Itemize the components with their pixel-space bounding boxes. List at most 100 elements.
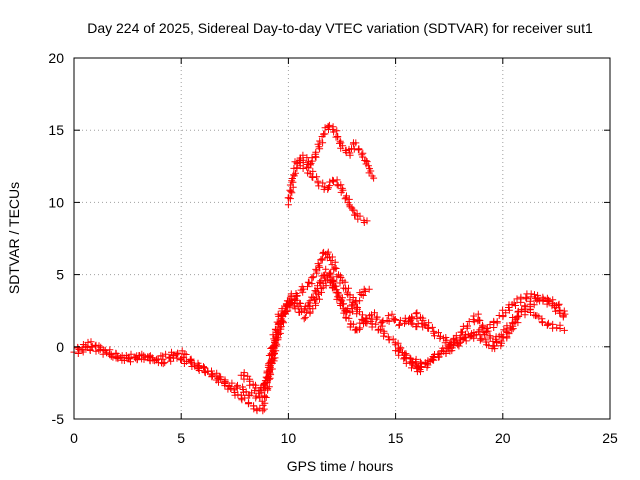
data-point xyxy=(154,355,162,363)
y-axis-label: SDTVAR / TECUs xyxy=(6,182,22,294)
data-point xyxy=(534,291,542,299)
data-point xyxy=(561,310,569,318)
data-point xyxy=(187,355,195,363)
data-point xyxy=(333,127,341,135)
data-point xyxy=(300,315,308,323)
data-point xyxy=(299,159,307,167)
data-point xyxy=(352,303,360,311)
data-point xyxy=(459,336,467,343)
data-point xyxy=(510,299,518,307)
data-point xyxy=(339,186,347,194)
data-point xyxy=(453,336,461,344)
data-point xyxy=(328,253,336,261)
data-point xyxy=(348,305,356,313)
data-point xyxy=(312,265,320,273)
data-point xyxy=(304,283,311,291)
data-point xyxy=(331,264,339,272)
y-tick-label: 15 xyxy=(48,122,64,138)
data-point xyxy=(316,263,324,271)
data-point xyxy=(419,316,427,324)
data-point xyxy=(293,292,301,300)
data-point xyxy=(476,326,484,334)
data-point xyxy=(556,309,564,317)
data-point xyxy=(246,375,254,383)
data-point xyxy=(305,164,313,172)
x-tick-label: 10 xyxy=(281,430,297,446)
data-point xyxy=(345,314,353,322)
data-point xyxy=(256,393,264,401)
data-point xyxy=(232,383,240,391)
data-point xyxy=(458,328,465,336)
data-point xyxy=(356,297,364,305)
data-point xyxy=(428,323,436,331)
data-point xyxy=(332,265,340,272)
data-point xyxy=(228,379,236,387)
data-point xyxy=(309,174,317,181)
data-point xyxy=(486,332,494,340)
data-point xyxy=(217,373,225,381)
data-point xyxy=(539,295,547,303)
data-point xyxy=(522,294,530,302)
data-point xyxy=(182,357,190,365)
data-point xyxy=(299,165,307,172)
chart-title: Day 224 of 2025, Sidereal Day-to-day VTE… xyxy=(87,20,593,36)
data-point xyxy=(290,171,298,179)
data-point xyxy=(531,291,538,299)
data-point xyxy=(337,181,345,189)
data-point xyxy=(337,274,345,281)
data-point xyxy=(253,405,261,413)
data-point xyxy=(265,383,273,391)
data-point xyxy=(361,287,369,295)
data-point xyxy=(322,282,330,290)
data-point xyxy=(408,313,415,321)
data-point xyxy=(264,374,272,382)
data-point xyxy=(317,256,325,264)
data-point xyxy=(314,140,322,148)
data-point xyxy=(320,130,328,138)
data-point xyxy=(296,299,304,307)
data-point xyxy=(261,399,269,407)
data-point xyxy=(511,318,519,326)
data-point xyxy=(92,347,100,355)
data-point xyxy=(294,303,302,311)
data-point xyxy=(174,350,182,358)
data-point xyxy=(133,356,141,364)
data-point xyxy=(309,167,317,175)
data-point xyxy=(325,184,332,192)
data-point xyxy=(405,318,412,326)
data-point xyxy=(515,312,522,320)
data-point xyxy=(277,325,285,333)
data-point xyxy=(435,353,443,361)
data-point xyxy=(377,326,385,334)
data-point xyxy=(159,360,167,368)
data-point xyxy=(401,319,408,327)
data-point xyxy=(530,301,538,309)
data-point xyxy=(284,194,292,202)
data-point xyxy=(486,321,494,329)
data-point xyxy=(287,299,295,307)
y-tick-label: 10 xyxy=(48,194,64,210)
y-tick-label: -5 xyxy=(52,411,65,427)
data-point xyxy=(74,350,82,357)
data-point xyxy=(378,322,386,330)
y-tick-label: 5 xyxy=(56,267,64,283)
data-point xyxy=(385,336,393,344)
data-point xyxy=(318,255,326,263)
data-point xyxy=(329,125,337,133)
data-point xyxy=(514,319,522,327)
data-point xyxy=(359,292,367,299)
data-point xyxy=(443,336,451,344)
data-point xyxy=(470,329,478,336)
data-point xyxy=(107,352,115,360)
data-point xyxy=(267,357,275,365)
data-point xyxy=(532,312,539,320)
data-point xyxy=(391,316,399,323)
data-point xyxy=(275,320,283,328)
data-point xyxy=(319,179,327,187)
data-point xyxy=(358,151,366,159)
data-point xyxy=(539,319,546,327)
data-point xyxy=(250,402,258,410)
data-point xyxy=(463,322,471,330)
y-tick-label: 0 xyxy=(56,339,64,355)
